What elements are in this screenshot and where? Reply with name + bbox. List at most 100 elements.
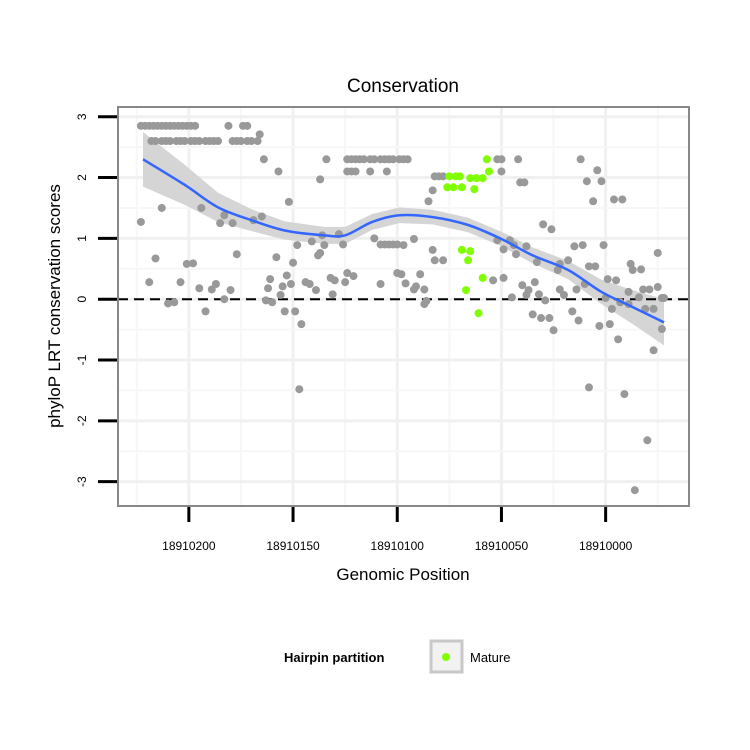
data-point — [226, 286, 235, 295]
data-point — [397, 270, 406, 279]
legend: Hairpin partition Mature — [284, 639, 510, 674]
y-tick-label: 1 — [75, 235, 89, 242]
data-point — [328, 290, 337, 299]
mature-point — [464, 256, 473, 265]
data-point — [607, 304, 616, 313]
data-point — [512, 250, 521, 259]
data-point — [439, 256, 448, 265]
data-point — [643, 436, 652, 445]
data-point — [339, 240, 348, 249]
data-point — [136, 217, 145, 226]
data-point — [320, 241, 329, 250]
data-point — [534, 290, 543, 299]
data-point — [559, 290, 568, 299]
y-tick-label: 3 — [75, 113, 89, 120]
data-point — [220, 211, 229, 220]
data-point — [191, 121, 200, 130]
y-tick-label: -1 — [75, 354, 89, 365]
data-point — [591, 262, 600, 271]
data-point — [189, 259, 198, 268]
data-point — [232, 250, 241, 259]
data-point — [211, 279, 220, 288]
data-point — [653, 283, 662, 292]
data-point — [428, 245, 437, 254]
data-point — [649, 304, 658, 313]
data-point — [151, 137, 160, 146]
x-tick-label: 18910050 — [475, 539, 529, 553]
data-point — [295, 385, 304, 394]
data-point — [412, 282, 421, 291]
y-axis: 3 2 1 0 -1 -2 -3 — [75, 113, 117, 487]
data-point — [430, 256, 439, 265]
data-point — [393, 240, 402, 249]
data-point — [247, 137, 256, 146]
data-point — [649, 346, 658, 355]
data-point — [293, 241, 302, 250]
data-point — [549, 326, 558, 335]
data-point — [322, 155, 331, 164]
data-point — [366, 167, 375, 176]
data-point — [228, 219, 237, 228]
data-point — [497, 167, 506, 176]
legend-label-mature: Mature — [470, 650, 510, 665]
data-point — [514, 155, 523, 164]
mature-point — [457, 245, 466, 254]
data-point — [264, 284, 273, 293]
data-point — [278, 282, 287, 291]
data-point — [422, 297, 431, 306]
data-point — [284, 197, 293, 206]
legend-marker-mature — [442, 653, 450, 661]
data-point — [224, 121, 233, 130]
data-point — [399, 241, 408, 250]
data-point — [578, 241, 587, 250]
data-point — [359, 155, 368, 164]
mature-point — [443, 183, 452, 192]
data-point — [307, 237, 316, 246]
data-point — [280, 307, 289, 316]
data-point — [330, 276, 339, 285]
data-point — [416, 270, 425, 279]
data-point — [524, 286, 533, 295]
data-point — [176, 278, 185, 287]
data-point — [403, 155, 412, 164]
data-point — [370, 234, 379, 243]
legend-title: Hairpin partition — [284, 650, 384, 665]
x-tick-label: 18910150 — [266, 539, 320, 553]
data-point — [166, 137, 175, 146]
data-point — [207, 285, 216, 294]
data-point — [541, 296, 550, 305]
mature-point — [474, 309, 483, 318]
data-point — [180, 137, 189, 146]
data-point — [276, 290, 285, 299]
mature-point — [466, 174, 475, 183]
data-point — [507, 293, 516, 302]
data-point — [539, 220, 548, 229]
data-point — [612, 276, 621, 285]
plot-border — [117, 106, 690, 507]
data-point — [214, 137, 223, 146]
data-point — [568, 307, 577, 316]
data-point — [286, 279, 295, 288]
data-point — [645, 285, 654, 294]
data-point — [151, 254, 160, 263]
data-point — [624, 287, 633, 296]
data-point — [576, 155, 585, 164]
data-point — [311, 286, 320, 295]
legend-key-mature — [429, 639, 464, 674]
y-axis-label: phyloP LRT conservation scores — [45, 184, 64, 428]
data-point — [236, 137, 245, 146]
data-point — [220, 295, 229, 304]
data-point — [570, 242, 579, 251]
data-point — [257, 212, 266, 221]
data-point — [255, 130, 264, 139]
mature-point — [478, 273, 487, 282]
data-point — [157, 203, 166, 212]
data-point — [382, 167, 391, 176]
data-point — [626, 259, 635, 268]
data-point — [370, 155, 379, 164]
x-axis: 18910200 18910150 18910100 18910050 18910000 — [162, 507, 633, 553]
data-point — [518, 281, 527, 290]
data-point — [593, 166, 602, 175]
data-point — [532, 258, 541, 267]
